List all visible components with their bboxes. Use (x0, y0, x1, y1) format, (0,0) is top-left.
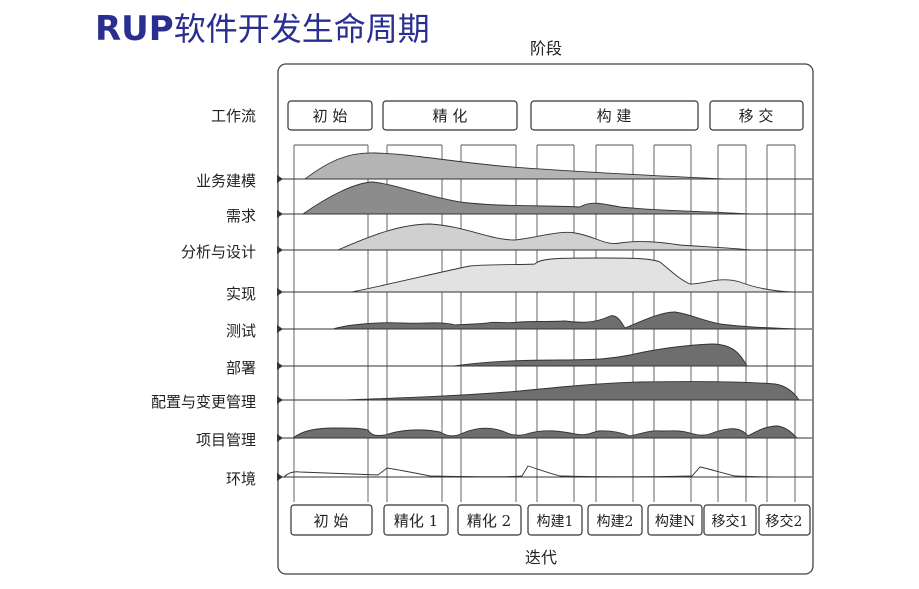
workflow-label-requirements: 需求 (226, 207, 256, 225)
phase-label-construction: 构 建 (597, 107, 632, 125)
workflow-label: 工作流 (211, 107, 256, 125)
iteration-label-6: 构建N (655, 514, 695, 530)
title-rup: RUP (95, 9, 174, 49)
workflow-label-config-change: 配置与变更管理 (151, 393, 256, 411)
iteration-label-8: 移交2 (766, 513, 803, 530)
iteration-label-5: 构建2 (597, 514, 634, 530)
phase-box-elaboration (382, 100, 518, 131)
workflow-label-environment: 环境 (226, 470, 256, 488)
iteration-box-1 (290, 504, 373, 536)
phase-boxes: 初 始 精 化 构 建 移 交 (287, 100, 804, 131)
iteration-boxes: 初 始 精化 1 精化 2 构建1 构建2 构建N 移交1 移交2 (290, 504, 811, 536)
row-arrow-markers (277, 175, 283, 481)
title-text: 软件开发生命周期 (173, 10, 430, 48)
phase-box-construction (530, 100, 699, 131)
hump-deployment (453, 343, 748, 367)
hump-test (332, 311, 798, 330)
iteration-label-7: 移交1 (712, 513, 749, 530)
workflow-label-project-management: 项目管理 (196, 431, 256, 449)
workflow-label-test: 测试 (226, 322, 256, 340)
phase-label-elaboration: 精 化 (433, 107, 468, 125)
workflow-label-analysis-design: 分析与设计 (181, 243, 256, 261)
workflow-label-deployment: 部署 (226, 359, 256, 377)
workflow-label-implementation: 实现 (226, 285, 256, 303)
iteration-box-8 (758, 504, 811, 536)
iteration-box-3 (457, 504, 522, 536)
hump-business-modeling (303, 152, 725, 180)
iteration-label-4: 构建1 (537, 514, 574, 530)
page-title: RUP软件开发生命周期 (95, 4, 430, 49)
iteration-box-6 (647, 504, 703, 536)
iteration-box-7 (703, 504, 757, 536)
iteration-box-5 (587, 504, 643, 536)
hump-project-management (291, 425, 799, 439)
iteration-label-1: 初 始 (314, 512, 349, 530)
workflow-labels: 业务建模 需求 分析与设计 实现 测试 部署 配置与变更管理 项目管理 环境 (151, 172, 256, 488)
hump-requirements (301, 181, 751, 215)
hump-analysis-design (337, 223, 753, 251)
iteration-label-3: 精化 2 (467, 512, 511, 530)
phase-box-inception (287, 100, 373, 131)
phase-label-transition: 移 交 (739, 107, 774, 125)
iteration-label-2: 精化 1 (394, 512, 438, 530)
workflow-humps (291, 152, 800, 439)
environment-humps (283, 465, 789, 478)
diagram-frame (277, 63, 814, 575)
workflow-row-lines (280, 178, 812, 478)
iteration-box-2 (383, 504, 449, 536)
phase-box-transition (709, 100, 804, 131)
iteration-box-4 (527, 504, 583, 536)
workflow-label-business-modeling: 业务建模 (196, 172, 256, 190)
phase-label-inception: 初 始 (313, 107, 348, 125)
hump-implementation (351, 257, 796, 293)
hump-config-change (342, 381, 800, 401)
phases-label: 阶段 (530, 39, 562, 58)
iterations-label: 迭代 (525, 548, 557, 567)
